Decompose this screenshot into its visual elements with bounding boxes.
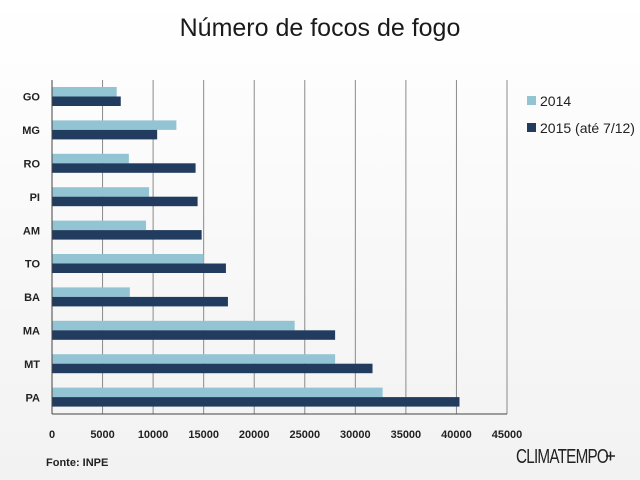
legend-label-2015: 2015 (até 7/12) bbox=[540, 120, 635, 136]
bar-ba-2015 bbox=[52, 296, 228, 307]
bar-am-2015 bbox=[52, 230, 202, 240]
bar-ma-2015 bbox=[52, 330, 336, 340]
bar-go-2014 bbox=[52, 87, 117, 97]
bar-am-2014 bbox=[52, 220, 147, 231]
category-labels: GO MG RO PI AM TO BA MA MT PA bbox=[22, 92, 40, 405]
legend: 2014 2015 (até 7/12) bbox=[527, 93, 635, 136]
chart-title: Número de focos de fogo bbox=[180, 14, 461, 42]
category-label: BA bbox=[24, 292, 40, 304]
bar-mg-2015 bbox=[52, 129, 158, 140]
x-tick-label: 10000 bbox=[138, 429, 169, 441]
x-tick-label: 35000 bbox=[391, 429, 422, 441]
tick-labels: 0 5000 10000 15000 20000 25000 30000 35000 40000… bbox=[49, 429, 522, 441]
category-label: MA bbox=[23, 326, 40, 338]
category-label: GO bbox=[23, 92, 41, 104]
climatempo-logo: CLIMATEMPO bbox=[516, 446, 615, 468]
bar-to-2015 bbox=[52, 263, 226, 273]
bar-mt-2015 bbox=[52, 363, 373, 374]
source-note: Fonte: INPE bbox=[46, 457, 108, 469]
bar-ma-2014 bbox=[52, 320, 295, 331]
x-tick-label: 20000 bbox=[239, 429, 270, 441]
bar-go-2015 bbox=[52, 96, 121, 106]
x-tick-label: 30000 bbox=[340, 429, 371, 441]
category-label: PI bbox=[30, 192, 40, 204]
x-tick-label: 0 bbox=[49, 429, 55, 441]
bar-ba-2014 bbox=[52, 287, 130, 297]
bar-ro-2014 bbox=[52, 153, 129, 164]
bar-ro-2015 bbox=[52, 163, 196, 173]
x-tick-label: 15000 bbox=[188, 429, 219, 441]
bar-pa-2015 bbox=[52, 397, 460, 407]
bar-pi-2014 bbox=[52, 187, 150, 197]
category-label: TO bbox=[25, 259, 41, 271]
x-tick-label: 25000 bbox=[289, 429, 320, 441]
x-tick-label: 5000 bbox=[90, 429, 114, 441]
legend-swatch-2014 bbox=[527, 96, 536, 105]
bar-mt-2014 bbox=[52, 354, 336, 364]
bar-pi-2015 bbox=[52, 196, 198, 207]
category-label: RO bbox=[24, 159, 41, 171]
category-label: MT bbox=[24, 359, 40, 371]
category-label: AM bbox=[23, 225, 40, 237]
x-tick-label: 40000 bbox=[441, 429, 472, 441]
logo-text: CLIMATEMPO bbox=[516, 446, 608, 468]
legend-swatch-2015 bbox=[527, 123, 536, 132]
bar-to-2014 bbox=[52, 254, 204, 264]
bar-pa-2014 bbox=[52, 387, 383, 398]
x-tick-label: 45000 bbox=[492, 429, 523, 441]
bar-mg-2014 bbox=[52, 120, 177, 130]
category-label: MG bbox=[22, 125, 40, 137]
category-label: PA bbox=[26, 392, 41, 404]
bars bbox=[52, 87, 460, 407]
legend-label-2014: 2014 bbox=[540, 93, 571, 109]
